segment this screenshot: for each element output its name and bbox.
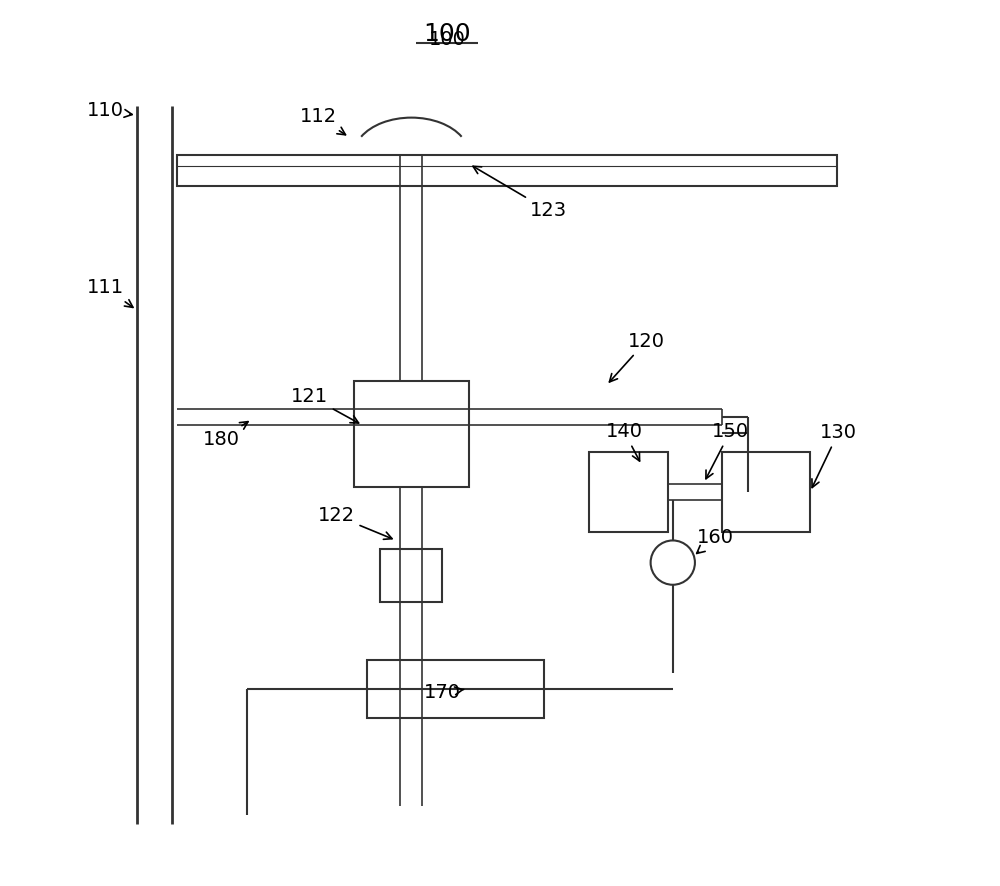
Text: 140: 140 [606, 422, 643, 461]
Text: 121: 121 [291, 386, 359, 423]
Text: 150: 150 [706, 422, 749, 478]
Text: 100: 100 [428, 30, 465, 50]
FancyBboxPatch shape [367, 660, 544, 718]
Text: 120: 120 [609, 331, 665, 382]
Text: 170: 170 [424, 683, 464, 703]
FancyBboxPatch shape [722, 452, 810, 532]
Text: 122: 122 [318, 506, 392, 540]
Text: 130: 130 [812, 423, 857, 487]
Text: 123: 123 [473, 167, 567, 221]
Text: 100: 100 [423, 21, 471, 46]
Text: 112: 112 [300, 107, 345, 135]
FancyBboxPatch shape [589, 452, 668, 532]
Text: 111: 111 [87, 278, 133, 307]
Text: 160: 160 [697, 528, 734, 554]
Text: 180: 180 [202, 422, 248, 449]
Text: 110: 110 [87, 101, 132, 120]
FancyBboxPatch shape [380, 549, 442, 602]
FancyBboxPatch shape [177, 155, 837, 186]
FancyBboxPatch shape [354, 381, 469, 487]
